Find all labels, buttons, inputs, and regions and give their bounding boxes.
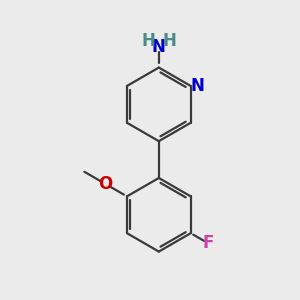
Text: O: O xyxy=(98,175,112,193)
Text: H: H xyxy=(142,32,155,50)
Text: N: N xyxy=(190,77,204,95)
Text: N: N xyxy=(152,38,166,56)
Text: F: F xyxy=(203,235,214,253)
Text: H: H xyxy=(162,32,176,50)
